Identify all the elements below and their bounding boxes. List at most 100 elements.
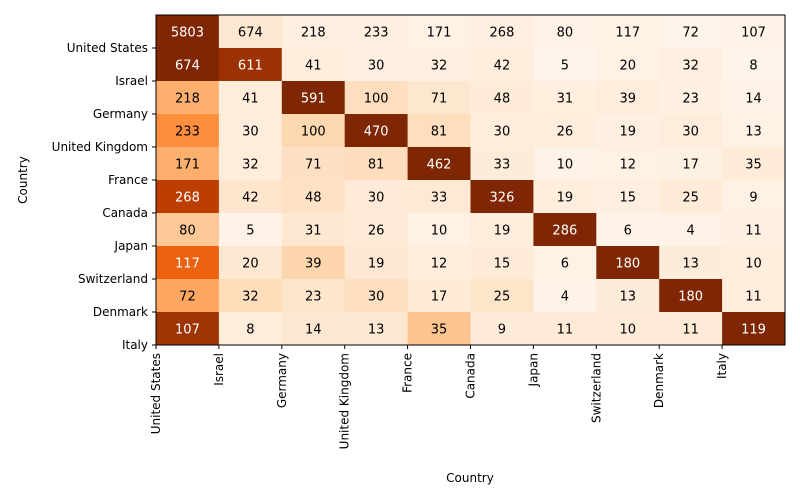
heatmap-cell-value: 12 xyxy=(619,158,636,173)
heatmap-cell xyxy=(659,279,723,313)
heatmap-cell xyxy=(596,48,660,82)
heatmap-cell xyxy=(470,81,534,115)
heatmap-cell-value: 39 xyxy=(619,92,636,107)
heatmap-cell-value: 30 xyxy=(494,125,511,140)
heatmap-cell xyxy=(659,147,723,181)
heatmap-cell xyxy=(659,213,723,247)
heatmap-cell-value: 71 xyxy=(305,158,322,173)
y-tick-label: Canada xyxy=(102,206,148,220)
heatmap-cell-value: 13 xyxy=(619,290,636,305)
heatmap-cell-value: 10 xyxy=(745,257,762,272)
heatmap-cell-value: 81 xyxy=(368,158,385,173)
heatmap-cell-value: 11 xyxy=(682,323,699,338)
y-tick-label: France xyxy=(108,173,148,187)
heatmap-cell-value: 100 xyxy=(301,125,326,140)
heatmap-cell xyxy=(407,312,471,346)
heatmap-cell xyxy=(722,81,786,115)
heatmap-cell xyxy=(533,246,597,280)
heatmap-cell-value: 17 xyxy=(682,158,699,173)
heatmap-cell-value: 31 xyxy=(557,92,574,107)
heatmap-cell xyxy=(470,246,534,280)
heatmap-cell-value: 100 xyxy=(364,92,389,107)
heatmap-cell-value: 611 xyxy=(238,59,263,74)
heatmap-cell-value: 23 xyxy=(305,290,322,305)
heatmap-cell xyxy=(407,15,471,49)
heatmap-cell-value: 25 xyxy=(682,191,699,206)
heatmap-cell xyxy=(533,213,597,247)
heatmap-cell xyxy=(722,246,786,280)
heatmap-cell xyxy=(218,81,283,115)
x-tick-label: United States xyxy=(149,353,163,434)
heatmap-cell-value: 218 xyxy=(301,26,326,41)
heatmap-cell xyxy=(596,114,660,148)
y-tick-label: Switzerland xyxy=(78,272,148,286)
heatmap-cell-value: 4 xyxy=(561,290,569,305)
y-tick-label: United Kingdom xyxy=(52,140,148,154)
heatmap-cell xyxy=(407,180,471,214)
heatmap-cell xyxy=(470,114,534,148)
heatmap-cell xyxy=(659,246,723,280)
heatmap-cell-value: 268 xyxy=(175,191,200,206)
x-axis: United States Israel Germany United Kingdom… xyxy=(149,345,729,449)
heatmap-cell xyxy=(533,312,597,346)
heatmap-cell xyxy=(156,246,220,280)
heatmap-cell xyxy=(344,147,409,181)
heatmap-cell xyxy=(596,180,660,214)
heatmap-cell-value: 107 xyxy=(175,323,200,338)
heatmap-cell-value: 20 xyxy=(242,257,259,272)
heatmap-cell-value: 17 xyxy=(431,290,448,305)
heatmap-cell-value: 19 xyxy=(368,257,385,272)
y-tick-label: Denmark xyxy=(93,305,148,319)
heatmap-cell xyxy=(156,147,220,181)
heatmap-cell-value: 171 xyxy=(175,158,200,173)
heatmap-cell xyxy=(470,180,534,214)
heatmap-cell xyxy=(533,147,597,181)
heatmap-cell xyxy=(156,15,220,49)
heatmap-cell xyxy=(533,279,597,313)
heatmap-cell-value: 30 xyxy=(682,125,699,140)
heatmap-cell xyxy=(407,246,471,280)
heatmap-cell xyxy=(722,114,786,148)
heatmap-cell-value: 10 xyxy=(431,224,448,239)
heatmap-cell-value: 80 xyxy=(557,26,574,41)
heatmap-cell-value: 674 xyxy=(175,59,200,74)
heatmap-cell xyxy=(281,180,346,214)
heatmap-cell-value: 591 xyxy=(301,92,326,107)
heatmap-cell-value: 4 xyxy=(687,224,695,239)
heatmap-cell-value: 117 xyxy=(615,26,640,41)
heatmap-cell-value: 5 xyxy=(561,59,569,74)
heatmap-cell-value: 31 xyxy=(305,224,322,239)
heatmap-cell xyxy=(533,48,597,82)
heatmap-cell xyxy=(218,279,283,313)
heatmap-cell-value: 48 xyxy=(305,191,322,206)
heatmap-cell-value: 35 xyxy=(745,158,762,173)
heatmap-cell xyxy=(281,48,346,82)
heatmap-cell xyxy=(722,147,786,181)
heatmap-cell xyxy=(218,246,283,280)
heatmap-cell-value: 23 xyxy=(682,92,699,107)
heatmap-cell-value: 80 xyxy=(179,224,196,239)
heatmap-cell-value: 218 xyxy=(175,92,200,107)
heatmap-cell xyxy=(218,15,283,49)
heatmap-cell-value: 180 xyxy=(615,257,640,272)
heatmap-cell-value: 32 xyxy=(682,59,699,74)
heatmap-cell xyxy=(344,312,409,346)
heatmap-cell-value: 233 xyxy=(364,26,389,41)
heatmap-cell-value: 5803 xyxy=(171,26,204,41)
y-tick-label: Israel xyxy=(115,74,148,88)
heatmap-cell xyxy=(281,246,346,280)
heatmap-cell xyxy=(470,213,534,247)
heatmap-cell xyxy=(281,114,346,148)
heatmap-cell-value: 470 xyxy=(364,125,389,140)
heatmap-cell xyxy=(533,15,597,49)
heatmap-cell-value: 15 xyxy=(494,257,511,272)
heatmap-cell xyxy=(596,213,660,247)
heatmap-cell-value: 35 xyxy=(431,323,448,338)
heatmap-cell xyxy=(470,312,534,346)
heatmap-cell xyxy=(218,312,283,346)
heatmap-cell-value: 26 xyxy=(557,125,574,140)
heatmap-cell xyxy=(659,15,723,49)
x-tick-label: Italy xyxy=(715,353,729,379)
y-axis-title: Country xyxy=(16,156,30,204)
heatmap-cell xyxy=(596,81,660,115)
